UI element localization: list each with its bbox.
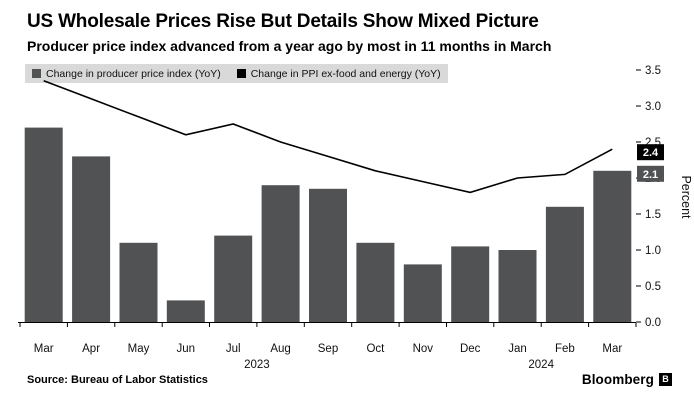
line-series bbox=[43, 80, 613, 194]
y-axis-title: Percent bbox=[679, 175, 693, 219]
y-tick-label: 1.5 bbox=[645, 209, 661, 221]
y-tick-label: 3.0 bbox=[645, 101, 661, 113]
x-tick-label: May bbox=[128, 343, 150, 355]
source-note: Source: Bureau of Labor Statistics bbox=[27, 374, 208, 386]
bar-nov-8 bbox=[403, 264, 442, 322]
legend-swatch-core-ppi-icon bbox=[236, 69, 246, 78]
bar-aug-5 bbox=[261, 185, 300, 322]
legend-label-core-ppi: Change in PPI ex-food and energy (YoY) bbox=[250, 67, 441, 80]
x-tick-label: Sep bbox=[318, 343, 338, 355]
year-label: 2024 bbox=[528, 359, 554, 371]
bar-feb-11 bbox=[545, 206, 584, 322]
bloomberg-logo: Bloomberg B bbox=[582, 372, 672, 387]
x-tick-label: Jul bbox=[226, 343, 241, 355]
bar-mar-0 bbox=[24, 127, 63, 322]
chart-subtitle: Producer price index advanced from a yea… bbox=[27, 38, 552, 54]
y-tick-label: 0.5 bbox=[645, 281, 661, 293]
x-tick-label: Mar bbox=[34, 343, 54, 355]
end-label-text: 2.1 bbox=[643, 169, 658, 181]
y-tick-label: 3.5 bbox=[645, 65, 661, 77]
legend-item-ppi: Change in producer price index (YoY) bbox=[32, 68, 221, 80]
bloomberg-logo-icon: B bbox=[659, 373, 672, 386]
bar-sep-6 bbox=[309, 188, 347, 322]
bar-oct-7 bbox=[356, 242, 395, 322]
bloomberg-wordmark: Bloomberg bbox=[581, 372, 654, 387]
x-tick-label: Mar bbox=[602, 343, 622, 355]
y-tick-label: 0.0 bbox=[645, 317, 661, 329]
bar-mar-12 bbox=[593, 170, 632, 322]
end-label-box bbox=[637, 165, 664, 182]
end-label-box bbox=[637, 144, 664, 161]
legend-item-core-ppi: Change in PPI ex-food and energy (YoY) bbox=[236, 67, 441, 80]
x-tick-label: Dec bbox=[460, 343, 481, 355]
legend: Change in producer price index (YoY) Cha… bbox=[25, 64, 448, 83]
x-tick-label: Jan bbox=[508, 343, 527, 355]
x-tick-label: Oct bbox=[366, 343, 385, 355]
x-tick-label: Nov bbox=[413, 343, 434, 355]
bar-jul-4 bbox=[214, 235, 253, 322]
x-tick-label: Apr bbox=[82, 343, 100, 355]
year-label: 2023 bbox=[244, 359, 270, 371]
end-label-text: 2.4 bbox=[643, 147, 659, 159]
page-title: US Wholesale Prices Rise But Details Sho… bbox=[27, 11, 539, 32]
bar-may-2 bbox=[119, 242, 158, 322]
x-tick-label: Feb bbox=[555, 343, 575, 355]
legend-label-ppi: Change in producer price index (YoY) bbox=[46, 67, 221, 80]
bar-dec-9 bbox=[451, 246, 490, 322]
bar-apr-1 bbox=[72, 156, 111, 322]
y-tick-label: 1.0 bbox=[645, 245, 661, 257]
x-tick-label: Aug bbox=[270, 343, 290, 355]
bar-jan-10 bbox=[498, 250, 537, 322]
legend-swatch-ppi-icon bbox=[32, 69, 41, 78]
bar-jun-3 bbox=[166, 300, 205, 322]
x-tick-label: Jun bbox=[177, 343, 196, 355]
